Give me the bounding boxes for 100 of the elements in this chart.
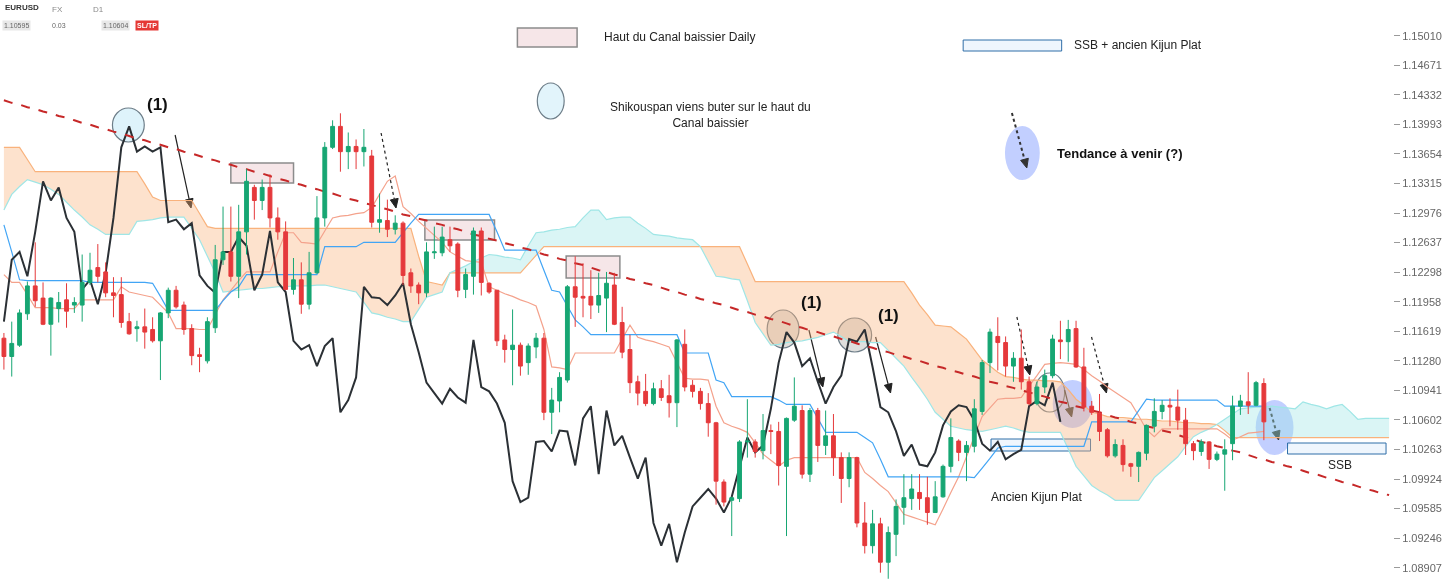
candlestick [306, 251, 312, 310]
annotation: (1) [801, 293, 822, 312]
candlestick [1230, 395, 1235, 461]
candlestick [682, 328, 688, 392]
candlestick [1136, 451, 1142, 483]
candlestick [1245, 371, 1251, 415]
candlestick [1222, 438, 1228, 492]
candlestick [431, 226, 437, 260]
candlestick [838, 451, 844, 504]
candlestick [909, 473, 915, 511]
candlestick [823, 410, 829, 456]
candlestick [181, 301, 187, 336]
candlestick [1183, 407, 1189, 456]
candlestick [674, 338, 680, 428]
candlestick [768, 423, 774, 455]
candlestick [424, 241, 429, 298]
candlestick [439, 226, 445, 257]
candlestick [619, 306, 625, 359]
candlestick [1151, 397, 1157, 433]
annotation: Shikouspan viens buter sur le haut du Canal baissier [610, 100, 811, 130]
y-tick-label: 1.14332 [1402, 88, 1442, 101]
chart-title: EURUSD [5, 2, 39, 12]
candlestick [17, 308, 22, 348]
candlestick [95, 243, 101, 283]
candlestick [588, 269, 594, 320]
candlestick [1081, 347, 1087, 412]
candlestick [924, 476, 930, 526]
candlestick [40, 281, 46, 326]
candlestick [455, 241, 461, 298]
y-tick-label: 1.08907 [1402, 561, 1442, 574]
y-tick-label: 1.11280 [1402, 354, 1442, 367]
candlestick [1128, 463, 1134, 478]
candlestick [165, 287, 171, 319]
candlestick [1050, 334, 1055, 379]
line-series [3, 146, 1390, 439]
candlestick [1198, 438, 1204, 457]
candlestick [729, 496, 735, 537]
candlestick [564, 284, 570, 384]
candlestick [361, 128, 367, 167]
y-tick-label: 1.11958 [1402, 295, 1442, 308]
candlestick [666, 374, 672, 419]
candlestick [1057, 320, 1063, 360]
y-tick-label: 1.15010 [1402, 29, 1442, 42]
y-tick-label: 1.11619 [1402, 325, 1442, 338]
candlestick [212, 244, 218, 334]
candlestick [948, 417, 954, 473]
candlestick [713, 421, 719, 506]
candlestick [784, 417, 789, 537]
candlestick [236, 204, 242, 299]
candlestick [1214, 451, 1220, 462]
candlestick [1073, 320, 1079, 369]
annotation: (1) [147, 95, 168, 114]
line-series [3, 175, 1265, 526]
y-tick-label: 1.13654 [1402, 147, 1442, 160]
annotation: SSB + ancien Kijun Plat [1074, 38, 1202, 52]
candlestick [1112, 438, 1118, 459]
y-tick-label: 1.10602 [1402, 413, 1442, 426]
y-tick-label: 1.14671 [1402, 59, 1442, 72]
candlestick [1065, 319, 1071, 363]
y-tick-label: 1.12637 [1402, 236, 1442, 249]
candlestick [932, 480, 938, 514]
candlestick [338, 112, 343, 173]
candlestick [330, 119, 336, 150]
candlestick [416, 281, 422, 305]
candlestick [447, 226, 453, 253]
candlestick [846, 451, 852, 488]
candlestick [971, 398, 977, 453]
candlestick [486, 281, 492, 295]
candlestick [353, 138, 359, 170]
candlestick [1026, 376, 1032, 406]
candlestick [103, 261, 109, 298]
candlestick [377, 193, 382, 234]
candlestick [251, 184, 257, 221]
candlestick [111, 276, 116, 318]
candlestick [791, 376, 797, 423]
candlestick [744, 398, 750, 459]
candlestick [1042, 369, 1048, 394]
y-tick-label: 1.13315 [1402, 177, 1442, 190]
candlestick [1003, 335, 1009, 378]
candlestick [463, 267, 469, 299]
candlestick [940, 464, 946, 499]
candlestick [799, 404, 805, 480]
y-tick-label: 1.09585 [1402, 502, 1442, 515]
candlestick [220, 206, 226, 266]
candlestick [9, 321, 15, 378]
candlestick [291, 257, 296, 296]
candlestick [150, 316, 156, 344]
candlestick [987, 328, 993, 374]
candlestick [1237, 394, 1243, 416]
y-tick-label: 1.09924 [1402, 472, 1442, 485]
candlestick [56, 291, 62, 324]
candlestick [557, 371, 562, 413]
candlestick [71, 296, 77, 314]
candlestick [126, 312, 132, 336]
candlestick [478, 227, 484, 296]
candlestick [917, 473, 922, 511]
y-tick-label: 1.10941 [1402, 384, 1442, 397]
candlestick [901, 473, 907, 526]
candlestick [510, 308, 516, 386]
candlestick [1034, 381, 1040, 406]
